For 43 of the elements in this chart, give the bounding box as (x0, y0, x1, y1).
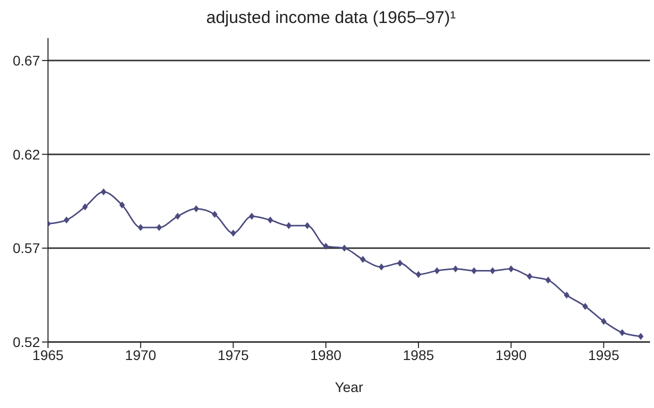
point (248, 212, 255, 220)
point (378, 263, 384, 270)
point (526, 272, 532, 280)
point (267, 216, 274, 224)
x-tick-label: 1975 (218, 346, 250, 363)
point (582, 302, 588, 310)
point (64, 216, 70, 224)
x-tick-label: 1995 (588, 346, 620, 363)
point (619, 329, 626, 336)
point (82, 203, 88, 210)
point (490, 267, 496, 274)
point (304, 222, 310, 230)
x-tick-label: 1985 (402, 346, 434, 363)
point (416, 270, 422, 278)
point (212, 210, 218, 218)
y-tick-label: 0.57 (12, 240, 40, 256)
x-tick-label: 1990 (496, 346, 527, 363)
y-tick-label: 0.67 (12, 52, 40, 68)
point (138, 224, 144, 232)
point (471, 267, 477, 274)
point (230, 230, 236, 237)
point (100, 188, 106, 196)
point (286, 222, 292, 230)
point (600, 318, 606, 325)
point (638, 332, 644, 340)
point (508, 265, 514, 272)
x-axis-title: Year (334, 379, 364, 395)
point (119, 202, 125, 209)
x-tick-label: 1970 (125, 346, 156, 363)
point (193, 205, 199, 212)
point (360, 256, 366, 263)
point (156, 224, 162, 232)
point (342, 244, 348, 252)
point (397, 260, 403, 267)
point (323, 242, 329, 250)
x-tick-label: 1980 (310, 346, 342, 363)
point (434, 267, 440, 274)
point (564, 292, 570, 299)
chart-title: adjusted income data (1965–97)¹ (205, 8, 457, 29)
y-tick-label: 0.62 (12, 146, 40, 162)
point (545, 276, 551, 284)
point (452, 265, 458, 272)
point (174, 212, 180, 220)
